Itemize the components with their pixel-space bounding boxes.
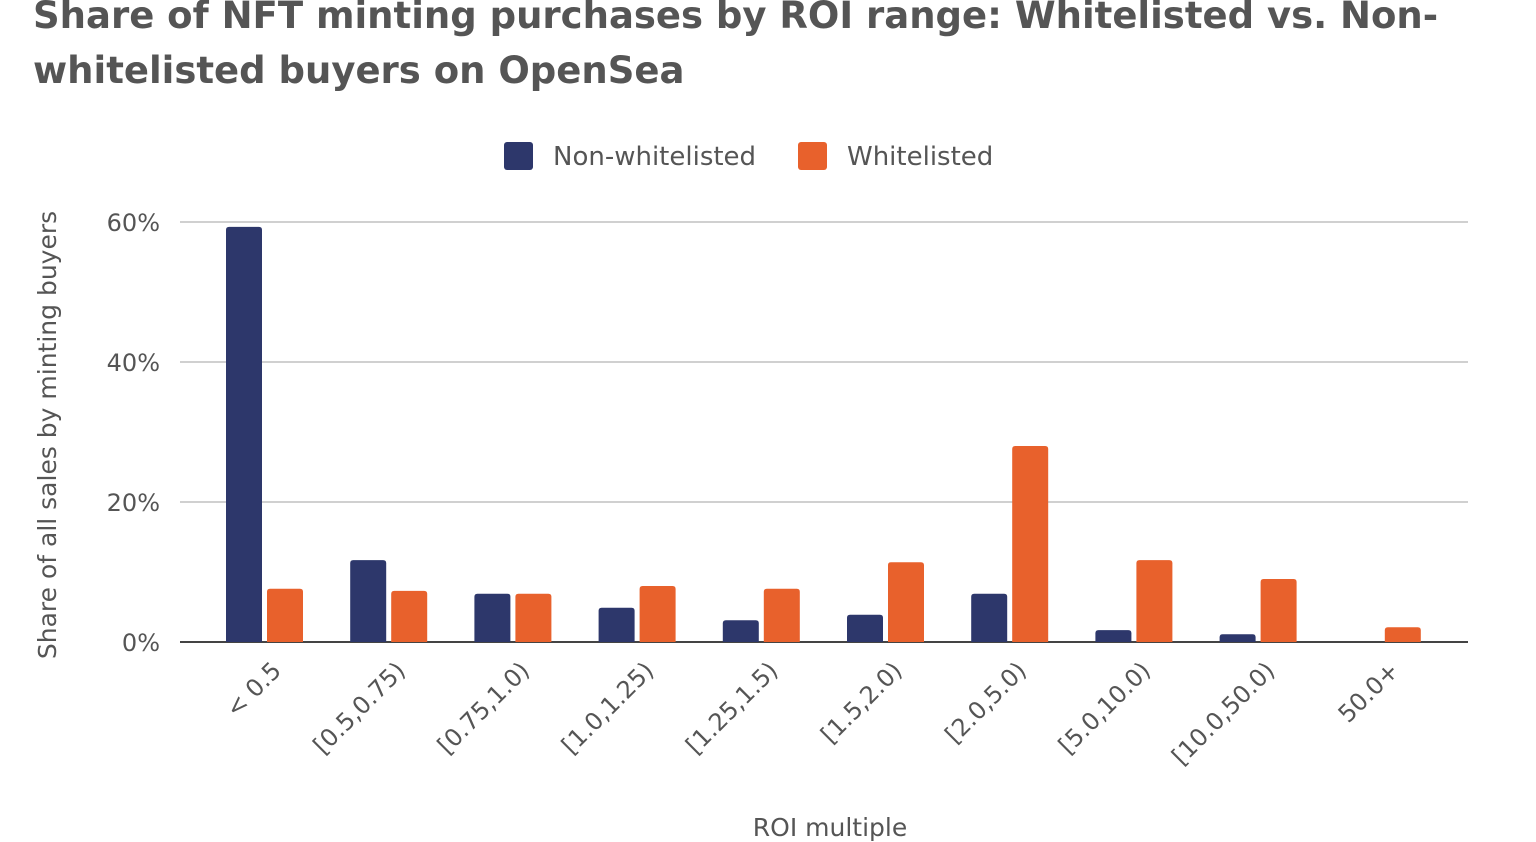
x-tick-label: [10.0,50.0)	[1166, 656, 1280, 770]
bar-non-whitelisted	[350, 560, 387, 642]
bar-whitelisted	[888, 562, 924, 642]
bar-non-whitelisted	[971, 593, 1008, 642]
bar-whitelisted	[267, 588, 303, 642]
chart-title: Share of NFT minting purchases by ROI ra…	[33, 0, 1439, 92]
x-tick-label: 50.0+	[1333, 656, 1405, 728]
x-tick-label: [1.0,1.25)	[556, 656, 659, 759]
y-tick-label: 60%	[107, 209, 160, 237]
x-tick-label: [0.5,0.75)	[308, 656, 411, 759]
bar-whitelisted	[763, 588, 800, 642]
x-tick-label: [1.25,1.5)	[680, 656, 783, 759]
x-tick-label: < 0.5	[220, 656, 286, 722]
x-tick-label: [5.0,10.0)	[1053, 656, 1156, 759]
bar-whitelisted	[1012, 446, 1049, 642]
x-tick-label: [0.75,1.0)	[432, 656, 535, 759]
bar-whitelisted	[1260, 579, 1297, 642]
legend-swatch	[798, 142, 827, 170]
bar-non-whitelisted	[1219, 634, 1256, 642]
x-tick-label: [1.5,2.0)	[815, 656, 907, 748]
legend-swatch	[504, 142, 533, 170]
y-axis-title: Share of all sales by minting buyers	[33, 211, 62, 659]
x-axis-title: ROI multiple	[753, 813, 907, 842]
y-tick-label: 20%	[107, 489, 160, 517]
bar-non-whitelisted	[598, 607, 635, 642]
y-tick-label: 0%	[122, 629, 160, 657]
legend-item-non-whitelisted: Non-whitelisted	[504, 142, 756, 172]
bar-non-whitelisted	[474, 593, 511, 642]
bar-whitelisted	[1384, 627, 1421, 642]
bar-non-whitelisted	[722, 620, 759, 642]
bar-whitelisted	[639, 586, 676, 642]
bar-whitelisted	[391, 590, 428, 642]
bar-whitelisted	[515, 593, 552, 642]
legend-label: Non-whitelisted	[553, 142, 756, 172]
bar-non-whitelisted	[1095, 630, 1132, 642]
bar-whitelisted	[1136, 560, 1173, 642]
legend-item-whitelisted: Whitelisted	[798, 142, 993, 172]
x-tick-label: [2.0,5.0)	[940, 656, 1032, 748]
y-tick-label: 40%	[107, 349, 160, 377]
bar-non-whitelisted	[226, 226, 262, 642]
bar-non-whitelisted	[847, 614, 883, 642]
legend-label: Whitelisted	[847, 142, 993, 172]
